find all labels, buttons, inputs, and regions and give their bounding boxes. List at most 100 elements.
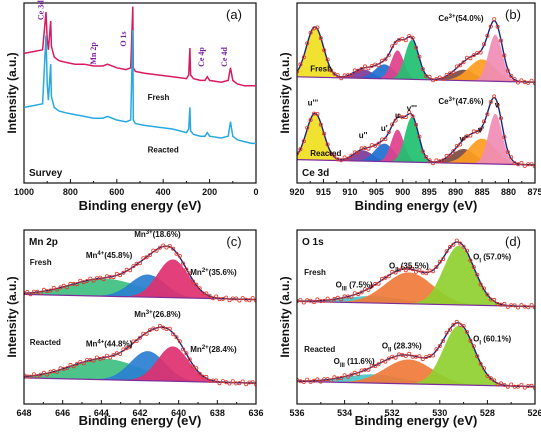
data-point	[481, 119, 486, 124]
peak-annotation: Mn4+(44.8%)	[86, 340, 133, 349]
data-point	[45, 372, 50, 377]
x-tick-label: 890	[448, 187, 463, 197]
data-point	[403, 353, 408, 358]
data-point	[356, 150, 361, 155]
data-point	[461, 60, 466, 65]
x-axis-label: Binding energy (eV)	[355, 413, 478, 428]
data-point	[437, 75, 442, 80]
data-point	[407, 110, 412, 115]
data-point	[217, 381, 222, 386]
data-point	[161, 325, 166, 330]
data-point	[305, 377, 310, 382]
peak-label: Ce 4d	[220, 47, 229, 67]
data-point	[434, 347, 439, 352]
data-point	[430, 353, 435, 358]
data-point	[352, 291, 357, 296]
peak-annotation: Fresh	[304, 268, 326, 277]
data-point	[458, 241, 463, 246]
data-point	[478, 127, 483, 132]
data-point	[250, 380, 255, 385]
data-point	[430, 161, 435, 166]
data-point	[410, 114, 415, 119]
data-point	[400, 36, 405, 41]
peak-annotation: v''	[459, 135, 467, 144]
data-point	[393, 118, 398, 123]
data-point	[298, 147, 303, 152]
data-point	[88, 276, 93, 281]
data-point	[403, 115, 408, 120]
data-point	[417, 134, 422, 139]
data-point	[24, 373, 26, 378]
data-point	[369, 64, 374, 69]
data-point	[315, 377, 320, 382]
data-point	[505, 304, 510, 309]
data-point	[478, 361, 483, 366]
data-point	[478, 282, 483, 287]
data-point	[325, 142, 330, 147]
data-point	[305, 125, 310, 130]
data-point	[454, 143, 459, 148]
data-point	[301, 55, 306, 60]
data-point	[184, 351, 189, 356]
data-point	[315, 297, 320, 302]
data-point	[197, 371, 202, 376]
data-point	[359, 66, 364, 71]
x-tick-label: 885	[475, 187, 490, 197]
data-point	[471, 265, 476, 270]
data-point	[410, 267, 415, 272]
data-point	[413, 45, 418, 50]
x-tick-label: 910	[342, 187, 357, 197]
data-point	[184, 267, 189, 272]
x-tick-label: 915	[316, 187, 331, 197]
x-tick-label: 920	[289, 187, 304, 197]
fitted-peak	[297, 296, 535, 307]
peak-annotation: OIII (11.6%)	[334, 357, 375, 369]
data-point	[533, 164, 535, 169]
x-axis-label: Binding energy (eV)	[79, 198, 202, 213]
data-point	[481, 286, 486, 291]
data-point	[58, 285, 63, 290]
data-point	[502, 382, 507, 387]
data-point	[308, 379, 313, 384]
data-point	[356, 68, 361, 73]
data-point	[502, 134, 507, 139]
data-point	[318, 122, 323, 127]
data-point	[366, 146, 371, 151]
data-point	[509, 155, 514, 160]
data-point	[137, 261, 142, 266]
data-point	[167, 326, 172, 331]
panel-label: (a)	[226, 7, 242, 22]
data-point	[65, 285, 70, 290]
data-point	[78, 359, 83, 364]
peak-annotation: v'	[478, 126, 484, 135]
data-point	[512, 303, 517, 308]
x-tick-label: 400	[156, 187, 171, 197]
data-point	[481, 366, 486, 371]
x-tick-label: 800	[63, 187, 78, 197]
data-point	[516, 80, 521, 85]
data-point	[526, 305, 531, 310]
data-point	[458, 142, 463, 147]
baseline	[297, 300, 535, 308]
data-point	[98, 275, 103, 280]
data-point	[171, 246, 176, 251]
data-point	[349, 153, 354, 158]
data-point	[210, 296, 215, 301]
data-point	[495, 103, 500, 108]
data-point	[227, 381, 232, 386]
data-point	[376, 63, 381, 68]
data-point	[298, 298, 303, 303]
data-point	[362, 64, 367, 69]
data-point	[475, 129, 480, 134]
data-point	[328, 298, 333, 303]
data-point	[111, 352, 116, 357]
data-point	[488, 100, 493, 105]
data-point	[359, 290, 364, 295]
data-point	[301, 379, 306, 384]
data-point	[339, 297, 344, 302]
data-point	[311, 378, 316, 383]
data-point	[529, 383, 534, 388]
data-point	[55, 287, 60, 292]
data-point	[516, 162, 521, 167]
fitted-peak	[297, 374, 535, 387]
